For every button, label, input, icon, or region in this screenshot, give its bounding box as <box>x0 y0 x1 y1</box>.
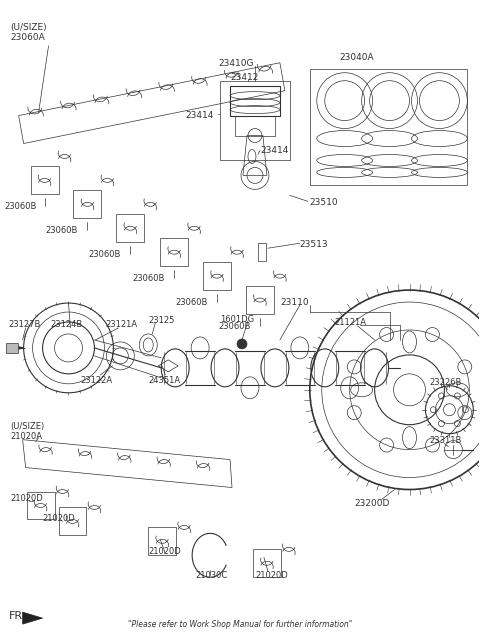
Text: 23414: 23414 <box>185 111 214 120</box>
Text: 23510: 23510 <box>310 198 338 207</box>
Bar <box>246 286 274 314</box>
Text: 23226B: 23226B <box>430 378 462 387</box>
Text: 21020A: 21020A <box>11 431 43 441</box>
Text: "Please refer to Work Shop Manual for further information": "Please refer to Work Shop Manual for fu… <box>128 620 352 628</box>
Text: 23412: 23412 <box>230 73 258 82</box>
Text: 21020D: 21020D <box>255 572 288 580</box>
Bar <box>203 262 231 290</box>
Text: 23060B: 23060B <box>46 227 78 236</box>
Text: 23060B: 23060B <box>5 202 37 211</box>
Text: 24351A: 24351A <box>148 376 180 385</box>
Text: 23513: 23513 <box>300 240 328 249</box>
Text: 21020D: 21020D <box>11 495 43 504</box>
Text: 23060A: 23060A <box>11 33 46 42</box>
Text: 21121A: 21121A <box>335 318 367 327</box>
Text: 23127B: 23127B <box>9 320 41 329</box>
Text: 23311B: 23311B <box>430 436 462 445</box>
Bar <box>59 508 86 536</box>
Text: 23410G: 23410G <box>218 59 253 68</box>
Text: FR.: FR. <box>9 611 26 621</box>
Bar <box>230 86 280 116</box>
Text: 23414: 23414 <box>260 145 288 154</box>
Bar <box>6 343 18 353</box>
Text: 23060B: 23060B <box>88 250 121 259</box>
Circle shape <box>237 339 247 349</box>
Text: 21020D: 21020D <box>148 547 181 556</box>
Text: 21020D: 21020D <box>43 515 75 524</box>
Bar <box>73 190 101 218</box>
Text: 1601DG: 1601DG <box>220 315 254 324</box>
Text: 23124B: 23124B <box>50 320 83 329</box>
Bar <box>235 116 275 136</box>
Polygon shape <box>23 612 43 624</box>
Text: 23060B: 23060B <box>175 298 207 307</box>
Bar <box>116 214 144 242</box>
Text: 23110: 23110 <box>280 298 309 307</box>
Bar <box>258 243 266 261</box>
Text: 23200D: 23200D <box>355 499 390 508</box>
Text: (U/SIZE): (U/SIZE) <box>11 23 48 32</box>
Bar <box>220 81 290 161</box>
Bar <box>148 527 176 556</box>
Bar <box>26 492 55 520</box>
Bar <box>160 238 188 266</box>
Text: 23060B: 23060B <box>132 274 165 283</box>
Bar <box>31 166 59 195</box>
Text: 21030C: 21030C <box>195 572 228 580</box>
Text: 23121A: 23121A <box>106 320 137 329</box>
Text: 23060B: 23060B <box>218 322 251 331</box>
Bar <box>253 549 281 577</box>
Text: 23122A: 23122A <box>81 376 113 385</box>
Text: 23125: 23125 <box>148 316 175 325</box>
Text: 23040A: 23040A <box>340 52 374 62</box>
Text: (U/SIZE): (U/SIZE) <box>11 422 45 431</box>
